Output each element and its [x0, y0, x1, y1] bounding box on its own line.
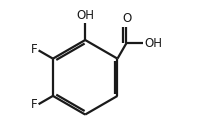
Text: OH: OH — [144, 37, 162, 50]
Text: O: O — [123, 12, 132, 25]
Text: OH: OH — [76, 9, 94, 22]
Text: F: F — [30, 98, 37, 111]
Text: F: F — [30, 43, 37, 56]
